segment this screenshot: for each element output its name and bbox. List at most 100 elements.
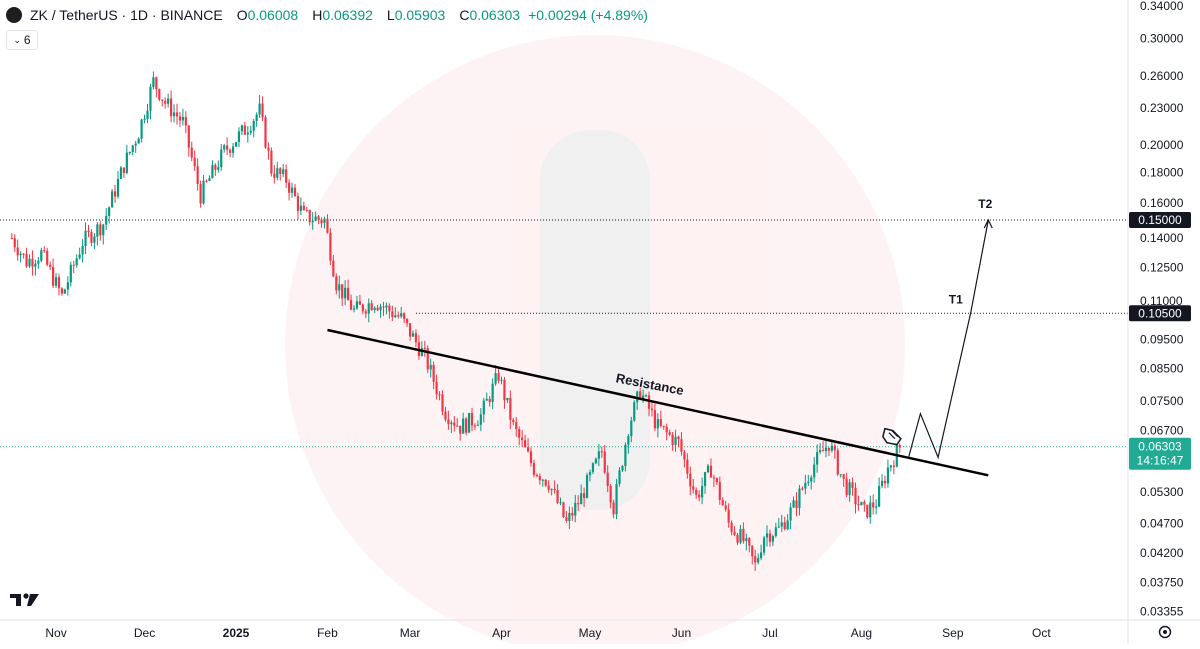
candle-body (347, 287, 350, 301)
candle-body (320, 219, 323, 224)
candle-body (650, 408, 654, 411)
candle-body (609, 485, 612, 503)
candle-body (264, 117, 267, 148)
candle-body (290, 187, 294, 193)
projection-path[interactable] (908, 219, 989, 460)
candle-body (140, 119, 143, 139)
candle-body (760, 552, 763, 559)
candle-body (226, 145, 229, 150)
candle-body (435, 381, 438, 395)
candle-body (512, 419, 515, 423)
ohlc-open: O0.06008 (236, 7, 299, 23)
candle-body (503, 379, 506, 401)
candle-body (485, 398, 488, 401)
candle-body (234, 142, 238, 147)
candle-body (712, 477, 715, 479)
symbol-icon[interactable] (6, 7, 22, 23)
gear-icon[interactable] (1158, 625, 1172, 639)
candle-body (370, 303, 373, 311)
candle-body (559, 502, 562, 504)
candle-body (550, 489, 553, 491)
candle-body (671, 434, 674, 445)
candle-body (532, 463, 536, 475)
candle-body (358, 301, 361, 305)
candle-body (349, 300, 353, 310)
candle-body (665, 426, 668, 433)
tradingview-logo[interactable] (10, 593, 39, 606)
chart-header: ZK / TetherUS · 1D · BINANCE O0.06008 H0… (0, 0, 648, 30)
candle-body (338, 284, 341, 291)
candle-body (184, 117, 187, 126)
candle-body (13, 238, 16, 248)
candle-body (621, 466, 624, 471)
candle-body (155, 77, 158, 90)
candle-body (170, 98, 173, 117)
candle-body (426, 348, 429, 370)
symbol-title[interactable]: ZK / TetherUS · 1D · BINANCE (30, 7, 223, 23)
candle-body (134, 143, 137, 146)
resistance-trendline[interactable] (327, 328, 989, 477)
candle-body (105, 215, 108, 225)
candle-body (594, 458, 597, 464)
candle-body (535, 474, 538, 476)
candle-body (771, 535, 774, 542)
candle-body (883, 480, 887, 484)
candle-body (96, 224, 99, 237)
candle-body (237, 131, 241, 143)
candle-body (754, 556, 757, 563)
watermark-logo (285, 35, 905, 649)
candle-body (231, 146, 235, 153)
candle-body (400, 313, 403, 317)
candle-body (583, 493, 586, 498)
candle-body (411, 333, 415, 337)
candle-body (518, 429, 521, 438)
candle-body (630, 420, 633, 437)
candle-body (709, 465, 713, 478)
indicators-toggle-button[interactable]: ⌄ 6 (6, 30, 38, 50)
candle-body (352, 308, 356, 310)
candle-body (591, 463, 595, 473)
candle-body (692, 486, 695, 490)
candle-body (113, 191, 117, 197)
candle-body (662, 425, 665, 427)
candle-body (701, 486, 704, 498)
candle-body (653, 410, 656, 429)
candle-body (285, 169, 288, 183)
candle-body (299, 205, 302, 211)
candle-body (438, 394, 441, 396)
candle-body (34, 263, 37, 267)
candle-body (403, 313, 406, 319)
candle-body (361, 304, 364, 312)
candle-body (529, 451, 533, 464)
candle-body (742, 528, 745, 542)
candle-body (878, 486, 881, 507)
y-tick-label: 0.12500 (1140, 261, 1184, 275)
y-tick-label: 0.04200 (1140, 546, 1184, 560)
candle-body (84, 230, 87, 247)
candle-body (721, 499, 724, 506)
candle-body (636, 391, 639, 403)
candle-body (456, 425, 459, 427)
candle-body (780, 522, 783, 527)
x-tick-label: Sep (942, 626, 964, 640)
candle-body (364, 311, 367, 314)
candle-body (367, 303, 370, 314)
candle-body (78, 254, 81, 259)
candle-body (801, 488, 804, 490)
candle-body (597, 451, 600, 459)
x-tick-label: Dec (134, 626, 155, 640)
candle-body (193, 157, 196, 167)
x-tick-label: Oct (1032, 626, 1051, 640)
candle-body (476, 424, 479, 426)
candle-body (252, 120, 255, 131)
candle-body (848, 482, 851, 496)
candle-body (119, 167, 123, 179)
candle-body (683, 451, 686, 460)
candle-body (432, 365, 435, 382)
candle-body (164, 100, 167, 104)
y-tick-label: 0.09500 (1140, 332, 1184, 346)
candle-body (93, 236, 96, 243)
candle-body (49, 264, 52, 267)
candle-body (81, 246, 84, 255)
